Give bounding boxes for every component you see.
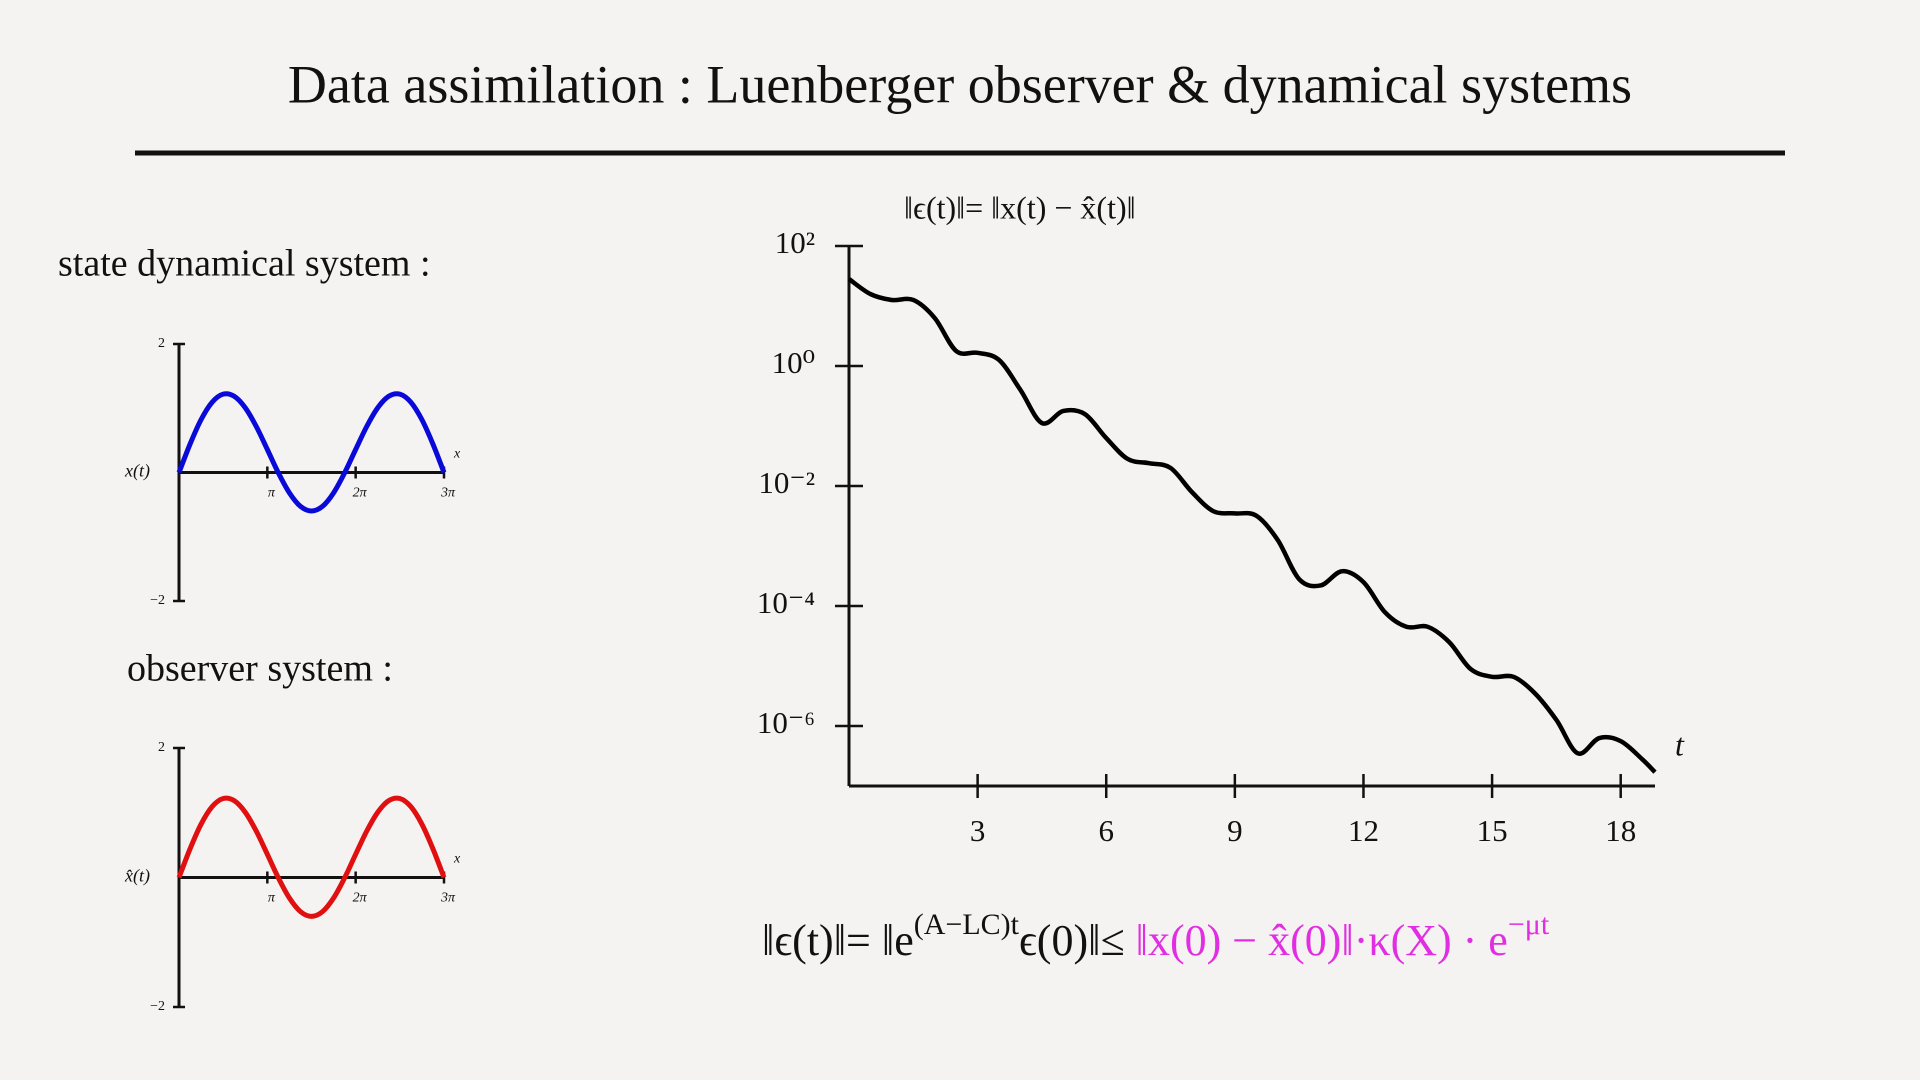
y-tick-label: 10⁻⁶ <box>757 705 815 740</box>
y-tick-label: −2 <box>150 999 165 1014</box>
x-tick-label: π <box>268 891 276 906</box>
chart-title: ‖ϵ(t)‖= ‖x(t) − x̂(t)‖ <box>904 189 1136 225</box>
x-axis-label: x <box>453 447 461 462</box>
x-tick-label: 3 <box>970 813 986 848</box>
formula-bound: ‖x(0) − x̂(0)‖·κ(X) · e <box>1136 916 1508 965</box>
x-axis-label: x <box>453 852 461 867</box>
formula-exponent: −μt <box>1508 908 1550 941</box>
x-tick-label: 9 <box>1227 813 1243 848</box>
x-tick-label: 6 <box>1098 813 1114 848</box>
y-tick-label: 2 <box>158 336 165 351</box>
y-axis-label: x̂(t) <box>124 866 150 887</box>
x-tick-label: 3π <box>440 486 456 501</box>
slide-title: Data assimilation : Luenberger observer … <box>288 54 1632 114</box>
y-tick-label: 10² <box>775 225 815 260</box>
x-tick-label: 3π <box>440 891 456 906</box>
y-tick-label: 10⁻⁴ <box>757 585 815 620</box>
x-tick-label: 18 <box>1605 813 1636 848</box>
formula-part: ‖ϵ(t)‖= ‖e <box>762 916 914 965</box>
x-tick-label: π <box>268 486 276 501</box>
x-tick-label: 2π <box>353 891 368 906</box>
data-line <box>176 391 447 514</box>
section-label: state dynamical system : <box>58 243 431 285</box>
section-label: observer system : <box>127 648 393 690</box>
x-tick-label: 12 <box>1348 813 1379 848</box>
data-line <box>176 795 447 919</box>
x-tick-label: 15 <box>1477 813 1508 848</box>
formula-exponent: (A−LC)t <box>914 908 1020 941</box>
y-tick-label: 2 <box>158 740 165 755</box>
y-tick-label: −2 <box>150 593 165 608</box>
y-tick-label: 10⁻² <box>758 465 815 500</box>
formula-part: ϵ(0)‖≤ <box>1019 916 1136 965</box>
y-axis-label: x(t) <box>124 461 150 482</box>
x-axis-label: t <box>1675 726 1685 762</box>
x-tick-label: 2π <box>353 486 368 501</box>
data-line <box>847 277 1657 774</box>
formula: ‖ϵ(t)‖= ‖e(A−LC)tϵ(0)‖≤ ‖x(0) − x̂(0)‖·κ… <box>762 908 1550 965</box>
y-tick-label: 10⁰ <box>772 345 815 380</box>
